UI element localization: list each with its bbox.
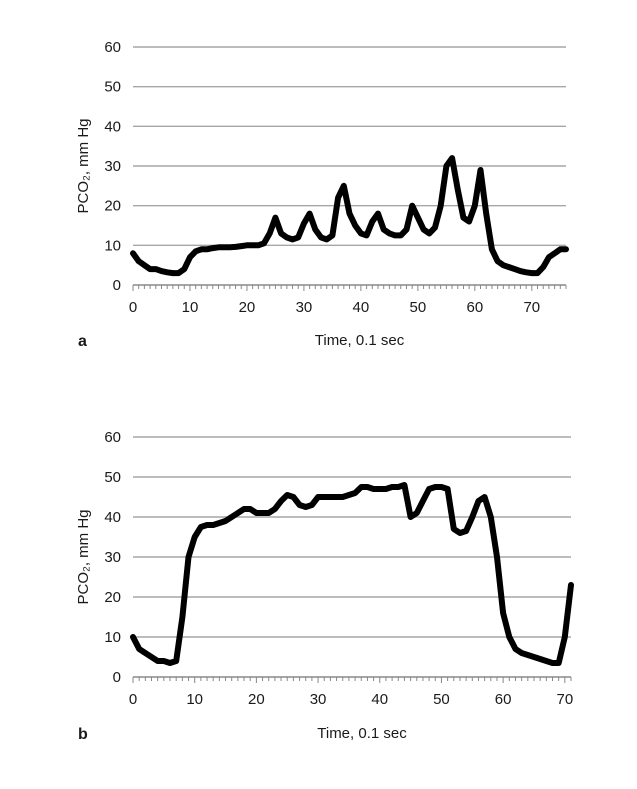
y-tick-label: 40 bbox=[104, 118, 121, 135]
x-tick-label: 60 bbox=[495, 691, 512, 708]
y-axis-title: PCO₂, mm Hg bbox=[75, 119, 92, 214]
x-tick-label: 20 bbox=[248, 691, 265, 708]
x-tick-label: 60 bbox=[466, 299, 483, 316]
y-tick-label: 0 bbox=[113, 669, 121, 686]
y-tick-label: 10 bbox=[104, 237, 121, 254]
y-tick-label: 50 bbox=[104, 79, 121, 96]
y-tick-label: 50 bbox=[104, 469, 121, 486]
y-axis-title: PCO₂, mm Hg bbox=[75, 510, 92, 605]
x-tick-label: 40 bbox=[353, 299, 370, 316]
y-tick-label: 20 bbox=[104, 198, 121, 215]
panel-label: b bbox=[78, 726, 88, 743]
x-tick-label: 10 bbox=[186, 691, 203, 708]
x-tick-label: 30 bbox=[296, 299, 313, 316]
y-tick-label: 40 bbox=[104, 509, 121, 526]
x-tick-label: 50 bbox=[433, 691, 450, 708]
x-tick-label: 70 bbox=[556, 691, 573, 708]
x-tick-label: 30 bbox=[310, 691, 327, 708]
x-tick-label: 0 bbox=[129, 299, 137, 316]
y-tick-label: 30 bbox=[104, 158, 121, 175]
y-tick-label: 60 bbox=[104, 39, 121, 56]
x-tick-label: 70 bbox=[523, 299, 540, 316]
y-tick-label: 30 bbox=[104, 549, 121, 566]
panel-label: a bbox=[78, 333, 87, 350]
series-line bbox=[130, 482, 574, 666]
x-axis-title: Time, 0.1 sec bbox=[315, 332, 405, 349]
y-tick-label: 20 bbox=[104, 589, 121, 606]
y-tick-label: 10 bbox=[104, 629, 121, 646]
x-axis-title: Time, 0.1 sec bbox=[317, 725, 407, 742]
y-tick-label: 60 bbox=[104, 429, 121, 446]
x-tick-label: 10 bbox=[182, 299, 199, 316]
x-tick-label: 40 bbox=[371, 691, 388, 708]
x-tick-label: 50 bbox=[410, 299, 427, 316]
x-tick-label: 0 bbox=[129, 691, 137, 708]
series-line bbox=[130, 155, 569, 277]
x-tick-label: 20 bbox=[239, 299, 256, 316]
y-tick-label: 0 bbox=[113, 277, 121, 294]
